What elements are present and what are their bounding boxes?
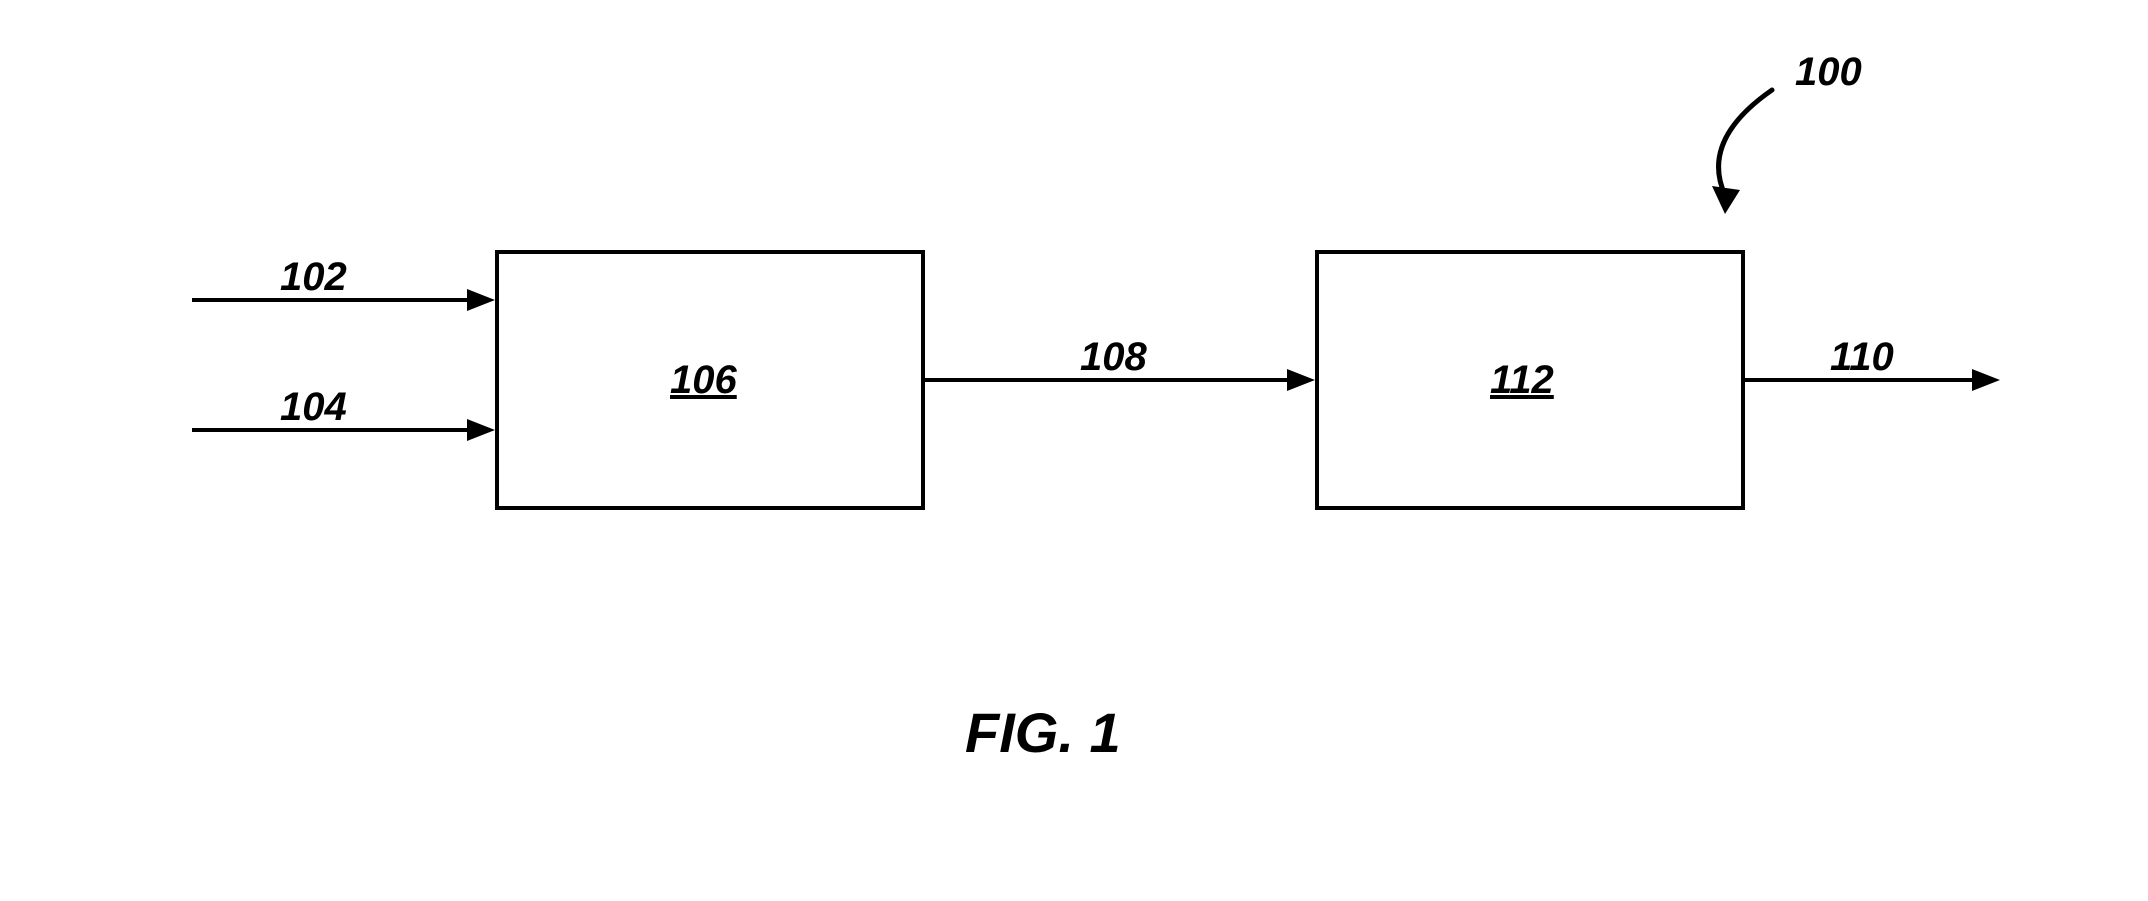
reference-100-label: 100	[1795, 50, 1862, 95]
arrow-110-head	[1972, 369, 2000, 391]
arrow-108-label: 108	[1080, 335, 1147, 380]
reference-100-leader	[0, 0, 2148, 901]
block-112-label: 112	[1490, 358, 1554, 403]
block-106-label: 106	[670, 358, 737, 403]
arrow-110-label: 110	[1830, 335, 1894, 380]
arrow-108-head	[1287, 369, 1315, 391]
arrow-102-label: 102	[280, 255, 347, 300]
arrow-104-head	[467, 419, 495, 441]
arrow-102-head	[467, 289, 495, 311]
figure-canvas: { "figure": { "type": "block-diagram", "…	[0, 0, 2148, 901]
arrow-104-label: 104	[280, 385, 347, 430]
figure-caption: FIG. 1	[965, 700, 1121, 765]
